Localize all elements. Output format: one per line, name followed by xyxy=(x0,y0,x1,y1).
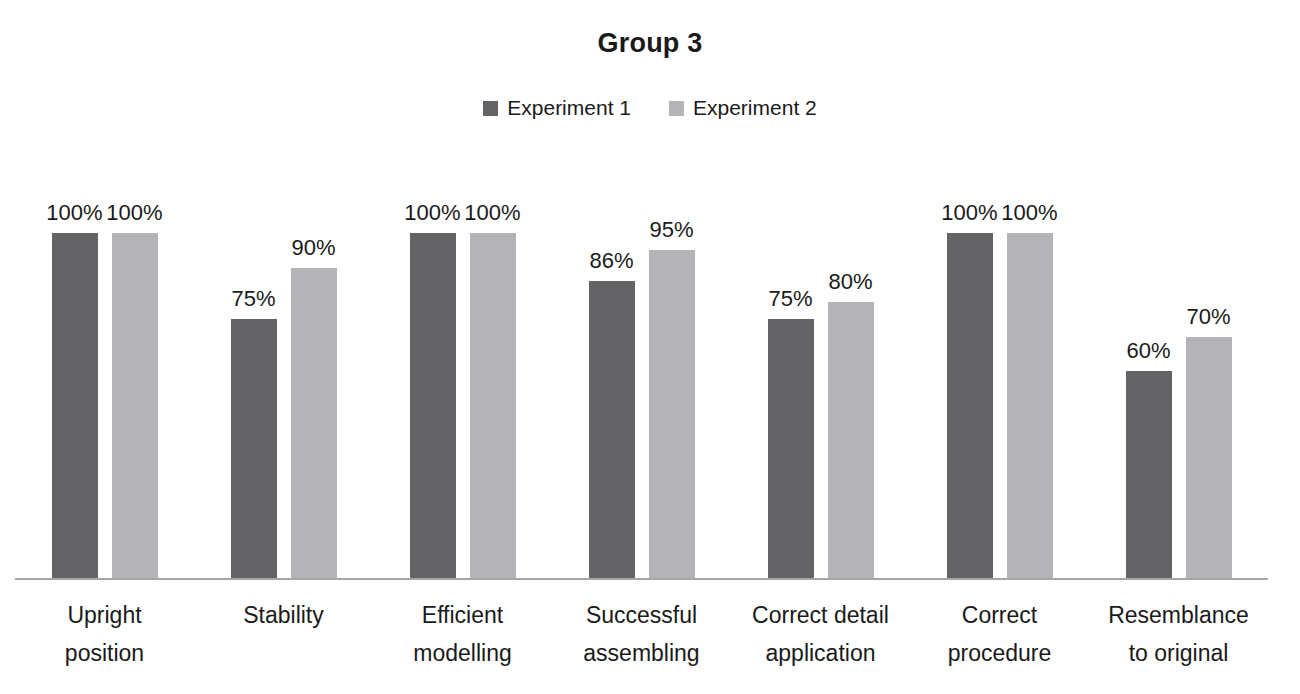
value-label: 100% xyxy=(464,200,520,226)
category-label: Upright position xyxy=(5,596,204,672)
bar-experiment-2-correct-detail-application: 80% xyxy=(828,302,874,578)
legend-label-experiment-1: Experiment 1 xyxy=(507,96,631,120)
bar-experiment-1-upright-position: 100% xyxy=(52,233,98,578)
bar-experiment-2-efficient-modelling: 100% xyxy=(470,233,516,578)
bar-experiment-1-stability: 75% xyxy=(231,319,277,578)
category-label: Efficient modelling xyxy=(363,596,562,672)
bar-experiment-2-successful-assembling: 95% xyxy=(649,250,695,578)
category-group-resemblance-to-original: 60%70%Resemblance to original xyxy=(1089,233,1268,578)
value-label: 60% xyxy=(1126,338,1170,364)
bar-experiment-1-correct-detail-application: 75% xyxy=(768,319,814,578)
value-label: 100% xyxy=(404,200,460,226)
legend: Experiment 1 Experiment 2 xyxy=(0,96,1300,120)
bar-experiment-2-stability: 90% xyxy=(291,268,337,579)
legend-swatch-experiment-1-icon xyxy=(483,101,498,116)
value-label: 100% xyxy=(941,200,997,226)
value-label: 100% xyxy=(46,200,102,226)
category-group-upright-position: 100%100%Upright position xyxy=(15,233,194,578)
bar-chart: Group 3 Experiment 1 Experiment 2 100%10… xyxy=(0,0,1300,694)
category-group-correct-procedure: 100%100%Correct procedure xyxy=(910,233,1089,578)
bar-experiment-1-resemblance-to-original: 60% xyxy=(1126,371,1172,578)
bar-experiment-2-correct-procedure: 100% xyxy=(1007,233,1053,578)
legend-item-experiment-1: Experiment 1 xyxy=(483,96,631,120)
category-label: Stability xyxy=(184,596,383,634)
bar-experiment-1-efficient-modelling: 100% xyxy=(410,233,456,578)
value-label: 95% xyxy=(649,217,693,243)
value-label: 80% xyxy=(828,269,872,295)
value-label: 100% xyxy=(1001,200,1057,226)
category-label: Resemblance to original xyxy=(1079,596,1278,672)
value-label: 75% xyxy=(231,286,275,312)
category-label: Correct procedure xyxy=(900,596,1099,672)
value-label: 70% xyxy=(1186,304,1230,330)
legend-item-experiment-2: Experiment 2 xyxy=(669,96,817,120)
category-group-successful-assembling: 86%95%Successful assembling xyxy=(552,233,731,578)
category-group-stability: 75%90%Stability xyxy=(194,233,373,578)
plot-area: 100%100%Upright position75%90%Stability1… xyxy=(15,233,1268,580)
category-group-correct-detail-application: 75%80%Correct detail application xyxy=(731,233,910,578)
bar-experiment-1-successful-assembling: 86% xyxy=(589,281,635,578)
value-label: 86% xyxy=(589,248,633,274)
chart-title: Group 3 xyxy=(0,28,1300,59)
category-label: Correct detail application xyxy=(721,596,920,672)
bar-experiment-2-resemblance-to-original: 70% xyxy=(1186,337,1232,579)
value-label: 75% xyxy=(768,286,812,312)
legend-label-experiment-2: Experiment 2 xyxy=(693,96,817,120)
category-group-efficient-modelling: 100%100%Efficient modelling xyxy=(373,233,552,578)
bar-experiment-1-correct-procedure: 100% xyxy=(947,233,993,578)
bar-experiment-2-upright-position: 100% xyxy=(112,233,158,578)
value-label: 100% xyxy=(106,200,162,226)
legend-swatch-experiment-2-icon xyxy=(669,101,684,116)
value-label: 90% xyxy=(291,235,335,261)
category-label: Successful assembling xyxy=(542,596,741,672)
